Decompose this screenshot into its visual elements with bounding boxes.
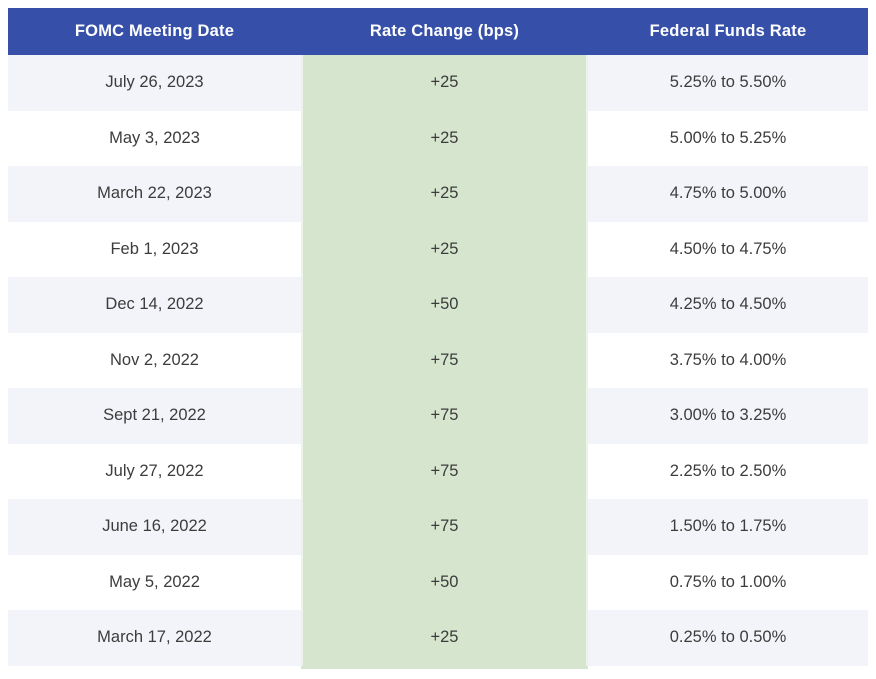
meeting-date-cell: May 3, 2023 bbox=[109, 128, 200, 147]
table-body: July 26, 2023 +25 5.25% to 5.50% May 3, … bbox=[8, 55, 868, 666]
fed-funds-rate-cell: 3.00% to 3.25% bbox=[669, 406, 787, 425]
rate-change-cell: +75 bbox=[301, 388, 588, 444]
meeting-date-cell: July 26, 2023 bbox=[105, 73, 204, 92]
table-row: Feb 1, 2023 +25 4.50% to 4.75% bbox=[8, 221, 868, 277]
table-row: May 5, 2022 +50 0.75% to 1.00% bbox=[8, 554, 868, 610]
table-row: Nov 2, 2022 +75 3.75% to 4.00% bbox=[8, 332, 868, 388]
rate-change-cell: +50 bbox=[301, 554, 588, 610]
fed-funds-rate-cell: 1.50% to 1.75% bbox=[669, 517, 787, 536]
fed-funds-rate-cell: 4.50% to 4.75% bbox=[669, 239, 787, 258]
rate-change-cell: +75 bbox=[301, 332, 588, 388]
meeting-date-cell: June 16, 2022 bbox=[102, 517, 207, 536]
fed-funds-rate-cell: 5.00% to 5.25% bbox=[669, 128, 787, 147]
meeting-date-cell: Sept 21, 2022 bbox=[103, 406, 206, 425]
table-row: March 22, 2023 +25 4.75% to 5.00% bbox=[8, 166, 868, 222]
rate-change-cell: +25 bbox=[301, 55, 588, 111]
fed-funds-rate-cell: 2.25% to 2.50% bbox=[669, 461, 787, 480]
table-row: March 17, 2022 +25 0.25% to 0.50% bbox=[8, 610, 868, 666]
table-row: July 26, 2023 +25 5.25% to 5.50% bbox=[8, 55, 868, 111]
table-row: July 27, 2022 +75 2.25% to 2.50% bbox=[8, 443, 868, 499]
meeting-date-cell: May 5, 2022 bbox=[109, 572, 200, 591]
fed-funds-rate-cell: 0.25% to 0.50% bbox=[669, 628, 787, 647]
fed-funds-rate-cell: 4.75% to 5.00% bbox=[669, 184, 787, 203]
fed-funds-rate-cell: 3.75% to 4.00% bbox=[669, 350, 787, 369]
table-header-row: FOMC Meeting Date Rate Change (bps) Fede… bbox=[8, 8, 868, 55]
rate-change-column-tail bbox=[301, 665, 588, 669]
meeting-date-cell: Dec 14, 2022 bbox=[105, 295, 204, 314]
table-row: May 3, 2023 +25 5.00% to 5.25% bbox=[8, 110, 868, 166]
fomc-rate-table: FOMC Meeting Date Rate Change (bps) Fede… bbox=[8, 8, 868, 669]
meeting-date-cell: March 22, 2023 bbox=[97, 184, 212, 203]
column-header-meeting-date: FOMC Meeting Date bbox=[74, 22, 235, 40]
meeting-date-cell: Feb 1, 2023 bbox=[110, 239, 199, 258]
fed-funds-rate-cell: 4.25% to 4.50% bbox=[669, 295, 787, 314]
rate-change-cell: +25 bbox=[301, 221, 588, 277]
rate-change-cell: +25 bbox=[301, 166, 588, 222]
rate-change-cell: +50 bbox=[301, 277, 588, 333]
rate-change-cell: +25 bbox=[301, 610, 588, 666]
fed-funds-rate-cell: 0.75% to 1.00% bbox=[669, 572, 787, 591]
meeting-date-cell: March 17, 2022 bbox=[97, 628, 212, 647]
column-header-rate-change: Rate Change (bps) bbox=[369, 22, 520, 40]
table-row: Dec 14, 2022 +50 4.25% to 4.50% bbox=[8, 277, 868, 333]
rate-change-cell: +25 bbox=[301, 110, 588, 166]
column-header-fed-funds-rate: Federal Funds Rate bbox=[649, 22, 807, 40]
table-row: Sept 21, 2022 +75 3.00% to 3.25% bbox=[8, 388, 868, 444]
rate-change-cell: +75 bbox=[301, 499, 588, 555]
fed-funds-rate-cell: 5.25% to 5.50% bbox=[669, 73, 787, 92]
table-row: June 16, 2022 +75 1.50% to 1.75% bbox=[8, 499, 868, 555]
meeting-date-cell: Nov 2, 2022 bbox=[110, 350, 199, 369]
rate-change-cell: +75 bbox=[301, 443, 588, 499]
meeting-date-cell: July 27, 2022 bbox=[105, 461, 204, 480]
